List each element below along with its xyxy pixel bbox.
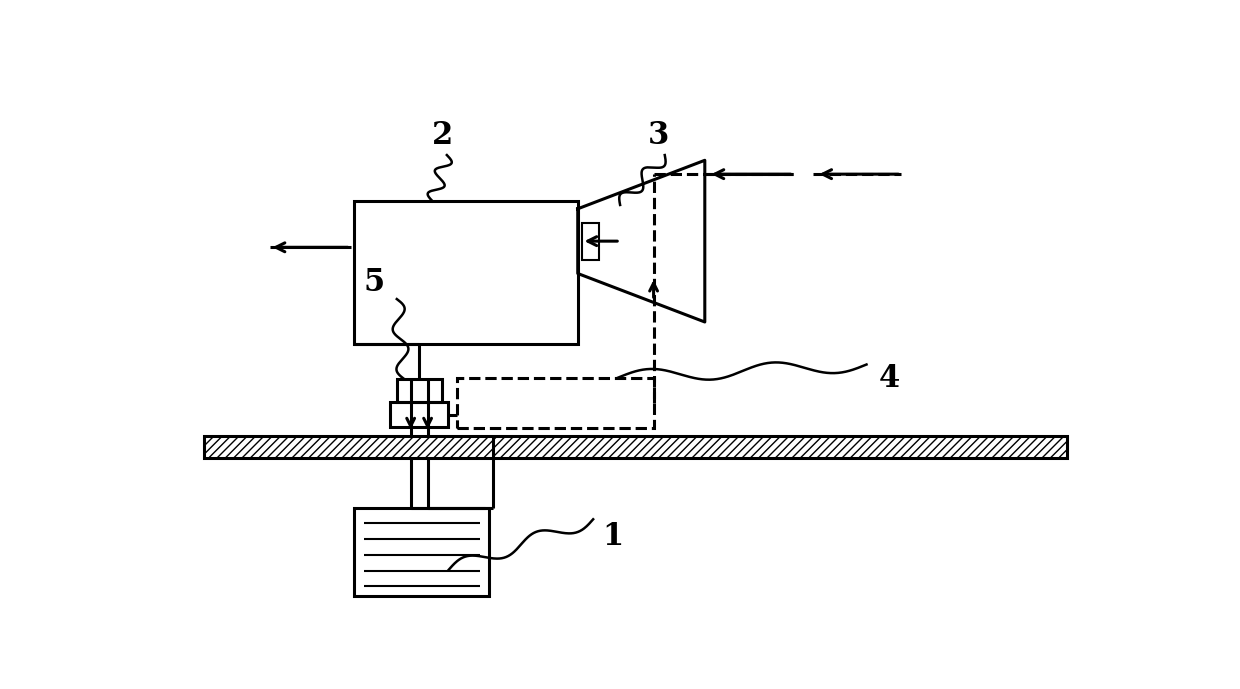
Text: 5: 5 [363,267,384,298]
Bar [355,508,490,596]
Bar [355,201,578,344]
Text: 1: 1 [601,521,622,552]
Bar [205,436,1066,457]
Text: 3: 3 [649,121,670,152]
Bar [583,223,599,260]
Text: 4: 4 [879,363,900,394]
Bar [458,378,653,429]
Bar [397,379,441,402]
Text: 2: 2 [433,121,454,152]
Bar [391,402,448,427]
